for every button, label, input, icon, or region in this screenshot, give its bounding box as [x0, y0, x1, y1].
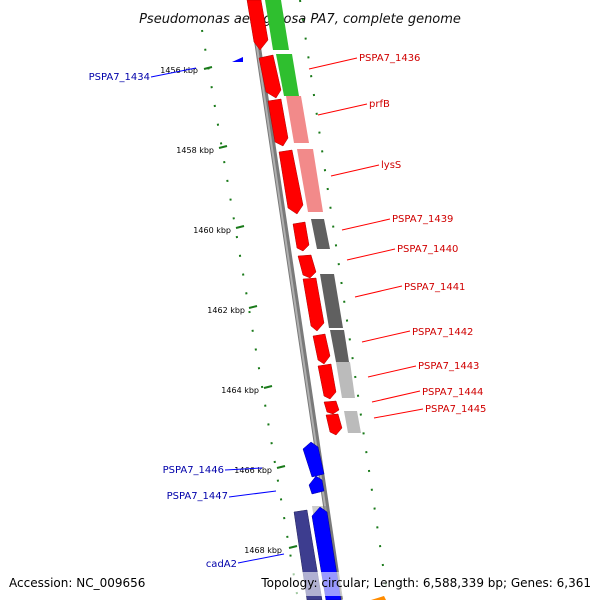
category-block: [286, 96, 309, 143]
gene-arrow: [267, 98, 289, 147]
gene-arrow: [371, 596, 386, 600]
gene-label-pspa7-1440[interactable]: PSPA7_1440: [397, 244, 458, 255]
category-block: [311, 219, 330, 249]
category-block: [265, 0, 289, 50]
footer-background: [0, 572, 600, 596]
gene-arrow: [278, 149, 304, 215]
gene-arrow: [317, 363, 337, 400]
gene-label-pspa7-1443[interactable]: PSPA7_1443: [418, 361, 479, 372]
category-block: [297, 149, 323, 212]
gene-label-pspa7-1434[interactable]: PSPA7_1434: [89, 72, 150, 83]
tick-label: 1458 kbp: [176, 146, 214, 155]
tick-mark: [248, 305, 258, 309]
backbone: [248, 0, 343, 600]
gene-label-pspa7-1445[interactable]: PSPA7_1445: [425, 404, 486, 415]
accession-text: Accession: NC_009656: [9, 576, 145, 590]
gene-label-pspa7-1444[interactable]: PSPA7_1444: [422, 387, 483, 398]
gene-label-prfb[interactable]: prfB: [369, 99, 390, 110]
gene-label-pspa7-1446[interactable]: PSPA7_1446: [163, 465, 224, 476]
tick-label: 1456 kbp: [160, 66, 198, 75]
gene-arrow: [325, 413, 343, 436]
label-leaders: [150, 57, 424, 564]
tick-label: 1460 kbp: [193, 226, 231, 235]
tick-label: 1468 kbp: [244, 546, 282, 555]
tick-label: 1464 kbp: [221, 386, 259, 395]
tick-label: 1466 kbp: [234, 466, 272, 475]
tick-mark: [263, 385, 273, 389]
gene-arrow: [308, 475, 325, 495]
category-block: [336, 362, 355, 398]
gene-arrow: [246, 0, 269, 51]
forward-strand-genes: [246, 0, 343, 436]
gene-arrow: [302, 441, 325, 478]
gene-arrow: [302, 277, 325, 332]
gene-arrow: [297, 254, 317, 279]
gene-arrow: [292, 221, 310, 252]
category-block: [320, 274, 343, 328]
gene-arrow: [232, 57, 243, 62]
gene-labels: PSPA7_1436 prfB lysS PSPA7_1439 PSPA7_14…: [89, 53, 487, 570]
gene-label-pspa7-1436[interactable]: PSPA7_1436: [359, 53, 420, 64]
gene-label-pspa7-1439[interactable]: PSPA7_1439: [392, 214, 453, 225]
tick-mark: [203, 66, 213, 70]
inner-dotted-arc: [201, 29, 299, 600]
scale-ticks: 1456 kbp 1458 kbp 1460 kbp 1462 kbp 1464…: [160, 66, 298, 555]
tick-mark: [235, 225, 245, 229]
gene-label-lyss[interactable]: lysS: [381, 160, 401, 171]
tick-mark: [288, 545, 298, 549]
gene-label-pspa7-1447[interactable]: PSPA7_1447: [167, 491, 228, 502]
gene-arrow: [323, 400, 340, 415]
tick-mark: [276, 465, 286, 469]
tick-mark: [218, 145, 228, 149]
gene-arrow: [258, 54, 282, 99]
reverse-strand-genes: [232, 57, 386, 600]
topology-text: Topology: circular; Length: 6,588,339 bp…: [260, 576, 591, 590]
map-title: Pseudomonas aeruginosa PA7, complete gen…: [139, 12, 461, 27]
gene-arrow: [312, 333, 331, 365]
gene-label-pspa7-1442[interactable]: PSPA7_1442: [412, 327, 473, 338]
tick-label: 1462 kbp: [207, 306, 245, 315]
category-block: [330, 330, 349, 362]
gene-label-cada2[interactable]: cadA2: [206, 559, 237, 570]
category-block: [344, 411, 361, 433]
gene-label-pspa7-1441[interactable]: PSPA7_1441: [404, 282, 465, 293]
category-block: [276, 54, 299, 96]
